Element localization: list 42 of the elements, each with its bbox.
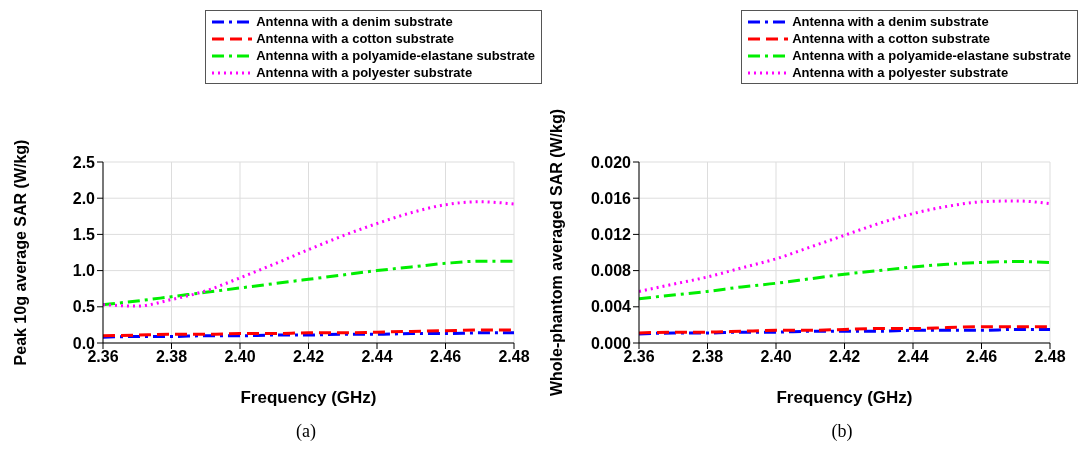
legend-label: Antenna with a polyester substrate <box>256 65 473 80</box>
x-tick-label: 2.36 <box>87 348 119 366</box>
y-tick-label: 0.004 <box>590 298 632 316</box>
legend-label: Antenna with a denim substrate <box>792 14 989 29</box>
legend-label: Antenna with a cotton substrate <box>792 31 991 46</box>
y-tick-label: 0.020 <box>590 153 632 171</box>
y-tick-label: 1.5 <box>72 226 96 244</box>
x-axis-title: Frequency (GHz) <box>776 388 913 407</box>
line-series <box>103 259 514 307</box>
y-tick-label: 1.0 <box>72 262 96 280</box>
x-tick-label: 2.40 <box>760 348 792 366</box>
text: (b) <box>830 421 854 442</box>
x-axis-title: Frequency (GHz) <box>240 388 377 407</box>
legend-label: Antenna with a polyester substrate <box>792 65 1009 80</box>
legend-label: Antenna with a cotton substrate <box>256 31 455 46</box>
y-tick-label: 0.016 <box>590 189 632 207</box>
y-tick-label: 2.5 <box>72 153 96 171</box>
x-tick-label: 2.44 <box>897 348 929 366</box>
x-tick-label: 2.48 <box>1034 348 1066 366</box>
legend-label: Antenna with a denim substrate <box>256 14 453 29</box>
x-tick-label: 2.36 <box>623 348 655 366</box>
x-tick-label: 2.40 <box>224 348 256 366</box>
x-tick-label: 2.46 <box>965 348 998 366</box>
y-tick-label: 0.012 <box>590 226 632 244</box>
x-tick-label: 2.42 <box>292 348 325 366</box>
text: (a) <box>295 421 317 442</box>
x-tick-label: 2.44 <box>361 348 393 366</box>
line-series <box>639 260 1050 301</box>
x-tick-label: 2.48 <box>498 348 530 366</box>
x-tick-label: 2.42 <box>828 348 861 366</box>
y-axis-title: Whole-phantom averaged SAR (W/kg) <box>547 108 565 397</box>
x-tick-label: 2.38 <box>155 348 188 366</box>
y-tick-label: 0.008 <box>590 262 632 280</box>
y-tick-label: 2.0 <box>72 189 96 207</box>
legend-label: Antenna with a polyamide-elastane substrate <box>256 48 535 63</box>
legend-label: Antenna with a polyamide-elastane substrate <box>792 48 1071 63</box>
y-tick-label: 0.5 <box>72 298 96 316</box>
y-axis-title: Peak 10g average SAR (W/kg) <box>11 139 29 366</box>
x-tick-label: 2.46 <box>429 348 462 366</box>
line-series <box>639 199 1050 293</box>
line-series <box>103 200 514 308</box>
x-tick-label: 2.38 <box>691 348 724 366</box>
